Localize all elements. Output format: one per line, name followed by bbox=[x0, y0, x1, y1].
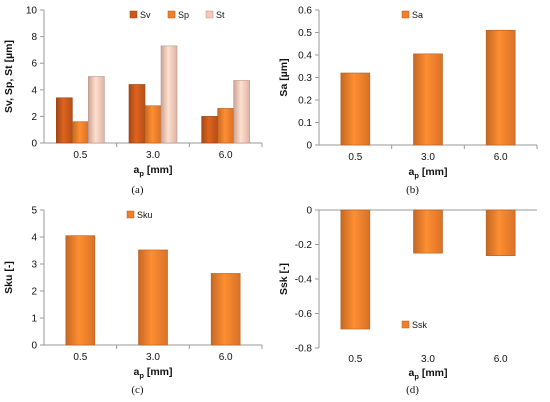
y-tick-label-a: 10 bbox=[26, 6, 38, 17]
bar-sku-6.0 bbox=[210, 273, 241, 346]
chart-a-svg: 0 2 4 6 8 10 0.5 3.0 6.0 ap [mm] Sv, Sp, St [µm] Sv… bbox=[3, 6, 263, 178]
legend-swatch-sp bbox=[167, 10, 176, 19]
bar-sp-0.5 bbox=[72, 121, 89, 144]
legend-label-sa: Sa bbox=[412, 10, 423, 20]
y-tick-label-a: 6 bbox=[31, 59, 37, 70]
y-tick-label-c: 2 bbox=[31, 287, 37, 298]
y-tick-label-d: -0.2 bbox=[295, 240, 313, 251]
legend-swatch-sku bbox=[126, 210, 135, 219]
x-tick-label-a: 3.0 bbox=[146, 150, 160, 161]
y-tick-label-c: 1 bbox=[31, 314, 37, 325]
chart-panel-a: 0 2 4 6 8 10 0.5 3.0 6.0 ap [mm] Sv, Sp, St [µm] Sv… bbox=[0, 0, 275, 180]
bar-sv-3.0 bbox=[128, 84, 146, 144]
bar-sa-3.0 bbox=[413, 53, 443, 146]
y-tick-label-a: 8 bbox=[31, 32, 37, 43]
chart-panel-c: 0 1 2 3 4 5 0.5 3.0 6.0 ap [mm] Sku [-] Sku bbox=[0, 200, 275, 380]
y-tick-label-c: 5 bbox=[31, 206, 37, 217]
panel-label-d: (d) bbox=[406, 384, 419, 396]
y-tick-label-a: 0 bbox=[31, 139, 37, 150]
x-axis-label-c: ap [mm] bbox=[133, 366, 172, 380]
bar-sp-6.0 bbox=[217, 108, 234, 144]
chart-panel-d: -0.8 -0.6 -0.4 -0.2 0 0.5 3.0 6.0 ap [mm] Ssk [-]… bbox=[275, 200, 550, 381]
y-tick-label-b: 0.2 bbox=[298, 96, 312, 107]
chart-panel-b: 0 0.1 0.2 0.3 0.4 0.5 0.6 0.5 3.0 6.0 ap [mm] Sa [µ… bbox=[275, 0, 550, 180]
x-tick-label-a: 6.0 bbox=[219, 150, 233, 161]
y-axis-label-a: Sv, Sp, St [µm] bbox=[3, 40, 15, 113]
x-axis-label-a: ap [mm] bbox=[133, 164, 172, 178]
bar-sa-6.0 bbox=[485, 29, 516, 146]
y-tick-label-b: 0.4 bbox=[298, 51, 312, 62]
x-tick-label-d: 0.5 bbox=[348, 354, 362, 365]
x-tick-label-d: 6.0 bbox=[494, 354, 508, 365]
chart-c-svg: 0 1 2 3 4 5 0.5 3.0 6.0 ap [mm] Sku [-] Sku bbox=[3, 206, 263, 380]
y-axis-label-d: Ssk [-] bbox=[278, 263, 290, 295]
bar-sku-3.0 bbox=[138, 249, 168, 346]
legend-label-sv: Sv bbox=[140, 10, 151, 20]
legend-swatch-sv bbox=[129, 10, 138, 19]
y-tick-label-d: -0.8 bbox=[295, 344, 313, 355]
panel-label-b: (b) bbox=[406, 184, 419, 196]
x-tick-label-b: 0.5 bbox=[348, 152, 362, 163]
y-tick-label-b: 0 bbox=[306, 141, 312, 152]
y-axis-label-c: Sku [-] bbox=[3, 261, 15, 294]
x-axis-label-b: ap [mm] bbox=[408, 166, 447, 180]
legend-swatch-sa bbox=[401, 10, 410, 19]
bar-ssk-6.0 bbox=[485, 209, 516, 257]
chart-b-svg: 0 0.1 0.2 0.3 0.4 0.5 0.6 0.5 3.0 6.0 ap [mm] Sa [µ… bbox=[278, 6, 538, 180]
x-tick-label-c: 6.0 bbox=[219, 352, 233, 363]
legend-label-sp: Sp bbox=[178, 10, 189, 20]
y-tick-label-c: 4 bbox=[31, 233, 37, 244]
x-tick-label-a: 0.5 bbox=[73, 150, 87, 161]
bar-sv-0.5 bbox=[56, 97, 73, 144]
legend-swatch-st bbox=[205, 10, 214, 19]
legend-swatch-ssk bbox=[401, 320, 410, 329]
bar-ssk-0.5 bbox=[340, 209, 371, 330]
y-tick-label-d: -0.6 bbox=[295, 309, 313, 320]
bar-sku-0.5 bbox=[65, 235, 96, 346]
bar-st-0.5 bbox=[88, 76, 105, 144]
y-tick-label-a: 2 bbox=[31, 112, 37, 123]
y-tick-label-b: 0.1 bbox=[298, 118, 312, 129]
y-tick-label-d: -0.4 bbox=[295, 275, 313, 286]
y-tick-label-a: 4 bbox=[31, 85, 37, 96]
legend-label-st: St bbox=[216, 10, 225, 20]
y-tick-label-b: 0.6 bbox=[298, 6, 312, 17]
x-tick-label-d: 3.0 bbox=[421, 354, 435, 365]
panel-label-a: (a) bbox=[131, 184, 144, 196]
x-tick-label-b: 6.0 bbox=[494, 152, 508, 163]
bar-sp-3.0 bbox=[144, 105, 162, 144]
bar-sv-6.0 bbox=[201, 116, 218, 144]
bar-st-6.0 bbox=[233, 80, 250, 144]
legend-label-ssk: Ssk bbox=[412, 320, 428, 330]
y-tick-label-b: 0.3 bbox=[298, 73, 312, 84]
y-tick-label-c: 0 bbox=[31, 341, 37, 352]
legend-label-sku: Sku bbox=[137, 210, 153, 220]
x-tick-label-c: 0.5 bbox=[73, 352, 87, 363]
y-tick-label-c: 3 bbox=[31, 260, 37, 271]
chart-d-svg: -0.8 -0.6 -0.4 -0.2 0 0.5 3.0 6.0 ap [mm] Ssk [-]… bbox=[278, 206, 537, 381]
y-tick-label-d: 0 bbox=[306, 206, 312, 217]
x-tick-label-b: 3.0 bbox=[421, 152, 435, 163]
y-tick-label-b: 0.5 bbox=[298, 28, 312, 39]
bar-st-3.0 bbox=[160, 45, 178, 144]
x-tick-label-c: 3.0 bbox=[146, 352, 160, 363]
x-axis-label-d: ap [mm] bbox=[408, 367, 447, 381]
panel-label-c: (c) bbox=[131, 384, 144, 396]
bar-sa-0.5 bbox=[340, 72, 371, 146]
bar-ssk-3.0 bbox=[413, 209, 443, 254]
y-axis-label-b: Sa [µm] bbox=[278, 58, 290, 96]
